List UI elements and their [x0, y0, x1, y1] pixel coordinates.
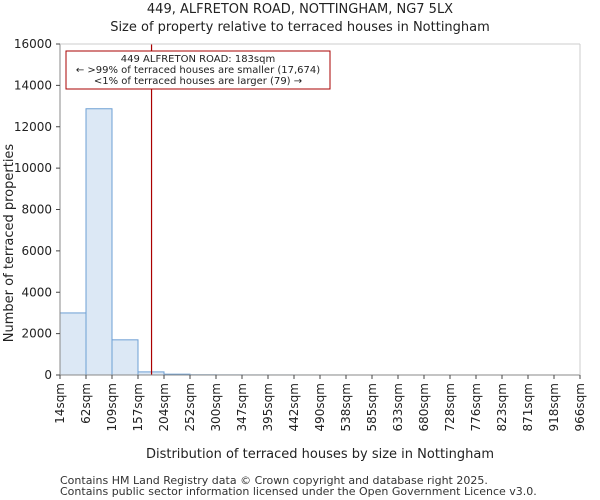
x-tick-label: 109sqm [105, 383, 119, 431]
x-tick-label: 157sqm [131, 383, 145, 431]
footer-line-1: Contains HM Land Registry data © Crown c… [60, 474, 488, 487]
x-tick-label: 395sqm [261, 383, 275, 431]
annotation-line: ← >99% of terraced houses are smaller (1… [76, 65, 320, 76]
x-tick-label: 633sqm [391, 383, 405, 431]
x-tick-label: 680sqm [417, 383, 431, 431]
annotation-line: 449 ALFRETON ROAD: 183sqm [121, 54, 275, 65]
x-tick-label: 347sqm [235, 383, 249, 431]
y-tick-label: 8000 [21, 203, 52, 217]
annotation-line: <1% of terraced houses are larger (79) → [94, 76, 302, 87]
y-tick-label: 2000 [21, 327, 52, 341]
x-tick-label: 585sqm [365, 383, 379, 431]
y-tick-label: 16000 [14, 37, 52, 51]
y-tick-label: 14000 [14, 78, 52, 92]
bar [111, 339, 139, 376]
y-axis-label: Number of terraced properties [2, 144, 17, 343]
x-axis-label: Distribution of terraced houses by size … [146, 447, 494, 462]
y-tick-label: 10000 [14, 161, 52, 175]
x-tick-label: 918sqm [547, 383, 561, 431]
chart-subtitle: Size of property relative to terraced ho… [110, 20, 490, 35]
annotation-box [65, 50, 331, 90]
x-tick-label: 252sqm [183, 383, 197, 431]
y-tick-label: 12000 [14, 120, 52, 134]
x-tick-label: 490sqm [313, 383, 327, 431]
footer-line-2: Contains public sector information licen… [60, 485, 537, 498]
x-tick-label: 871sqm [521, 383, 535, 431]
x-tick-label: 823sqm [495, 383, 509, 431]
x-tick-label: 728sqm [443, 383, 457, 431]
y-tick-label: 4000 [21, 285, 52, 299]
x-tick-label: 300sqm [209, 383, 223, 431]
y-tick-label: 0 [44, 368, 52, 382]
bar [85, 108, 113, 376]
x-tick-label: 14sqm [53, 383, 67, 424]
x-tick-label: 538sqm [339, 383, 353, 431]
x-tick-label: 204sqm [157, 383, 171, 431]
chart-title: 449, ALFRETON ROAD, NOTTINGHAM, NG7 5LX [146, 2, 454, 17]
x-tick-label: 776sqm [469, 383, 483, 431]
bar [59, 312, 87, 376]
x-tick-label: 966sqm [573, 383, 587, 431]
x-tick-label: 62sqm [79, 383, 93, 424]
x-tick-label: 442sqm [287, 383, 301, 431]
y-tick-label: 6000 [21, 244, 52, 258]
